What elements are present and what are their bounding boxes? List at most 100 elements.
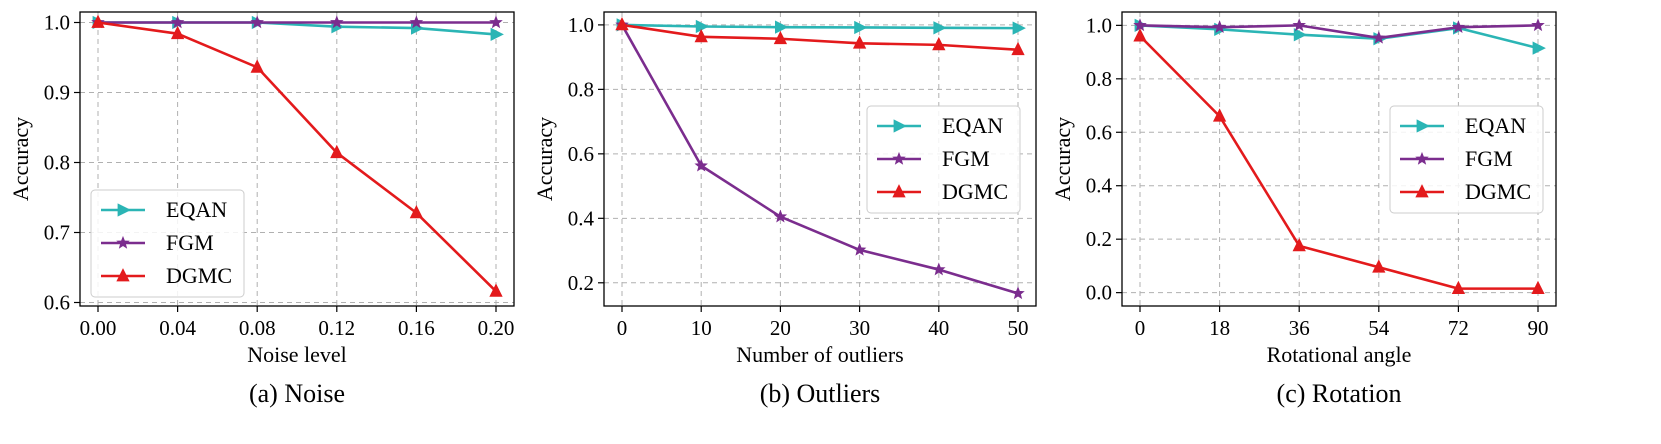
- data-point-dgmc: [1292, 237, 1306, 252]
- y-axis-label: Accuracy: [1050, 117, 1075, 201]
- data-point-dgmc: [1133, 28, 1147, 42]
- data-point-dgmc: [330, 144, 344, 159]
- legend-marker-eqan: [893, 119, 907, 133]
- legend-frame: [866, 105, 1021, 214]
- panel-caption: (c) Rotation: [1277, 379, 1402, 408]
- x-tick-label: 0.20: [478, 316, 515, 340]
- data-point-dgmc: [1372, 259, 1386, 273]
- legend: EQAN FGM DGMC: [90, 189, 245, 298]
- legend-marker-fgm: [892, 151, 906, 165]
- series-line-eqan: [1139, 24, 1539, 50]
- y-tick-label: 0.7: [44, 221, 70, 245]
- legend-frame: [90, 189, 245, 298]
- data-point-dgmc: [1212, 108, 1227, 122]
- data-point-dgmc: [91, 14, 105, 28]
- data-point-fgm: [1011, 286, 1025, 300]
- x-axis-label: Number of outliers: [736, 342, 903, 367]
- data-point-dgmc: [615, 17, 629, 31]
- panel-caption: (a) Noise: [249, 379, 345, 408]
- data-point-eqan: [1293, 28, 1308, 42]
- legend-marker-fgm: [116, 235, 130, 249]
- y-tick-label: 0.8: [568, 77, 594, 101]
- data-point-eqan: [695, 19, 710, 34]
- x-tick-label: 50: [1008, 316, 1029, 340]
- data-point-dgmc: [250, 59, 264, 73]
- legend-label: DGMC: [942, 179, 1008, 204]
- data-point-fgm: [852, 242, 867, 256]
- x-tick-label: 30: [849, 316, 870, 340]
- y-tick-label: 0.2: [1086, 227, 1112, 251]
- y-tick-label: 0.8: [1086, 67, 1112, 91]
- data-point-fgm: [694, 158, 708, 172]
- data-point-fgm: [773, 209, 788, 223]
- data-point-fgm: [1292, 18, 1306, 32]
- y-axis-label: Accuracy: [8, 117, 33, 201]
- legend-label: FGM: [942, 146, 990, 171]
- legend-marker-eqan: [117, 203, 131, 217]
- data-point-eqan: [854, 20, 868, 35]
- x-tick-label: 0: [1135, 316, 1146, 340]
- legend-label: FGM: [1465, 146, 1513, 171]
- x-axis-label: Rotational angle: [1267, 342, 1412, 367]
- data-point-eqan: [1012, 21, 1026, 35]
- legend-marker-dgmc: [116, 268, 130, 282]
- data-point-dgmc: [1011, 41, 1025, 56]
- plot-frame: [79, 11, 515, 307]
- legend-label: DGMC: [166, 263, 232, 288]
- series-line-dgmc: [1139, 35, 1538, 290]
- data-point-dgmc: [773, 30, 788, 45]
- x-tick-label: 54: [1368, 316, 1390, 340]
- y-tick-label: 1.0: [1086, 13, 1112, 37]
- data-point-fgm: [409, 15, 424, 29]
- plot-frame: [1121, 11, 1557, 307]
- legend-marker-dgmc: [1415, 184, 1429, 198]
- data-point-fgm: [932, 262, 946, 276]
- series-line-eqan: [621, 23, 1019, 30]
- legend-marker-eqan: [1416, 119, 1430, 133]
- x-tick-label: 10: [691, 316, 712, 340]
- data-point-eqan: [933, 21, 947, 35]
- data-point-fgm: [330, 15, 344, 29]
- series-line-eqan: [98, 21, 497, 36]
- data-point-dgmc: [1531, 280, 1545, 295]
- x-tick-label: 0: [617, 316, 628, 340]
- data-point-fgm: [1531, 18, 1545, 32]
- series-line-dgmc: [97, 21, 497, 293]
- y-tick-label: 0.6: [1086, 120, 1112, 144]
- y-tick-label: 1.0: [568, 13, 594, 37]
- data-point-eqan: [775, 20, 789, 34]
- y-tick-label: 0.2: [568, 271, 594, 295]
- data-point-fgm: [250, 15, 264, 29]
- chart-panel-2: 0 10 20 30 40 50 0.2 0.4 0.6 0.8 1.0 Number of outl…: [532, 11, 1037, 408]
- chart-panel-1: 0.00 0.04 0.08 0.12 0.16 0.20 0.6 0.7 0.8 0.9 1.0 N…: [8, 11, 515, 408]
- data-point-dgmc: [852, 35, 867, 49]
- legend-marker-fgm: [1415, 151, 1429, 165]
- x-tick-label: 0.12: [318, 316, 355, 340]
- y-axis-label: Accuracy: [532, 117, 557, 201]
- y-tick-label: 0.6: [568, 142, 594, 166]
- data-point-dgmc: [694, 28, 708, 43]
- data-point-dgmc: [409, 205, 424, 219]
- legend-marker-dgmc: [892, 184, 906, 198]
- legend-label: EQAN: [942, 113, 1003, 138]
- series-line-fgm: [620, 24, 1019, 295]
- x-tick-label: 36: [1289, 316, 1310, 340]
- x-tick-label: 20: [770, 316, 791, 340]
- x-axis-label: Noise level: [247, 342, 347, 367]
- data-point-eqan: [490, 27, 504, 42]
- chart-panel-3: 0 18 36 54 72 90 0.0 0.2 0.4 0.6 0.8 1.0 Rotational …: [1050, 11, 1557, 408]
- x-tick-label: 90: [1528, 316, 1549, 340]
- data-point-dgmc: [489, 283, 503, 297]
- y-tick-label: 1.0: [44, 11, 70, 35]
- legend: EQAN FGM DGMC: [866, 105, 1021, 214]
- y-tick-label: 0.4: [568, 206, 595, 230]
- y-tick-label: 0.6: [44, 291, 70, 315]
- x-tick-label: 0.08: [239, 316, 276, 340]
- data-point-fgm: [489, 15, 503, 29]
- data-point-fgm: [1212, 20, 1227, 33]
- x-tick-label: 0.00: [80, 316, 117, 340]
- x-tick-label: 18: [1209, 316, 1230, 340]
- y-tick-label: 0.4: [1086, 174, 1113, 198]
- legend: EQAN FGM DGMC: [1389, 105, 1544, 214]
